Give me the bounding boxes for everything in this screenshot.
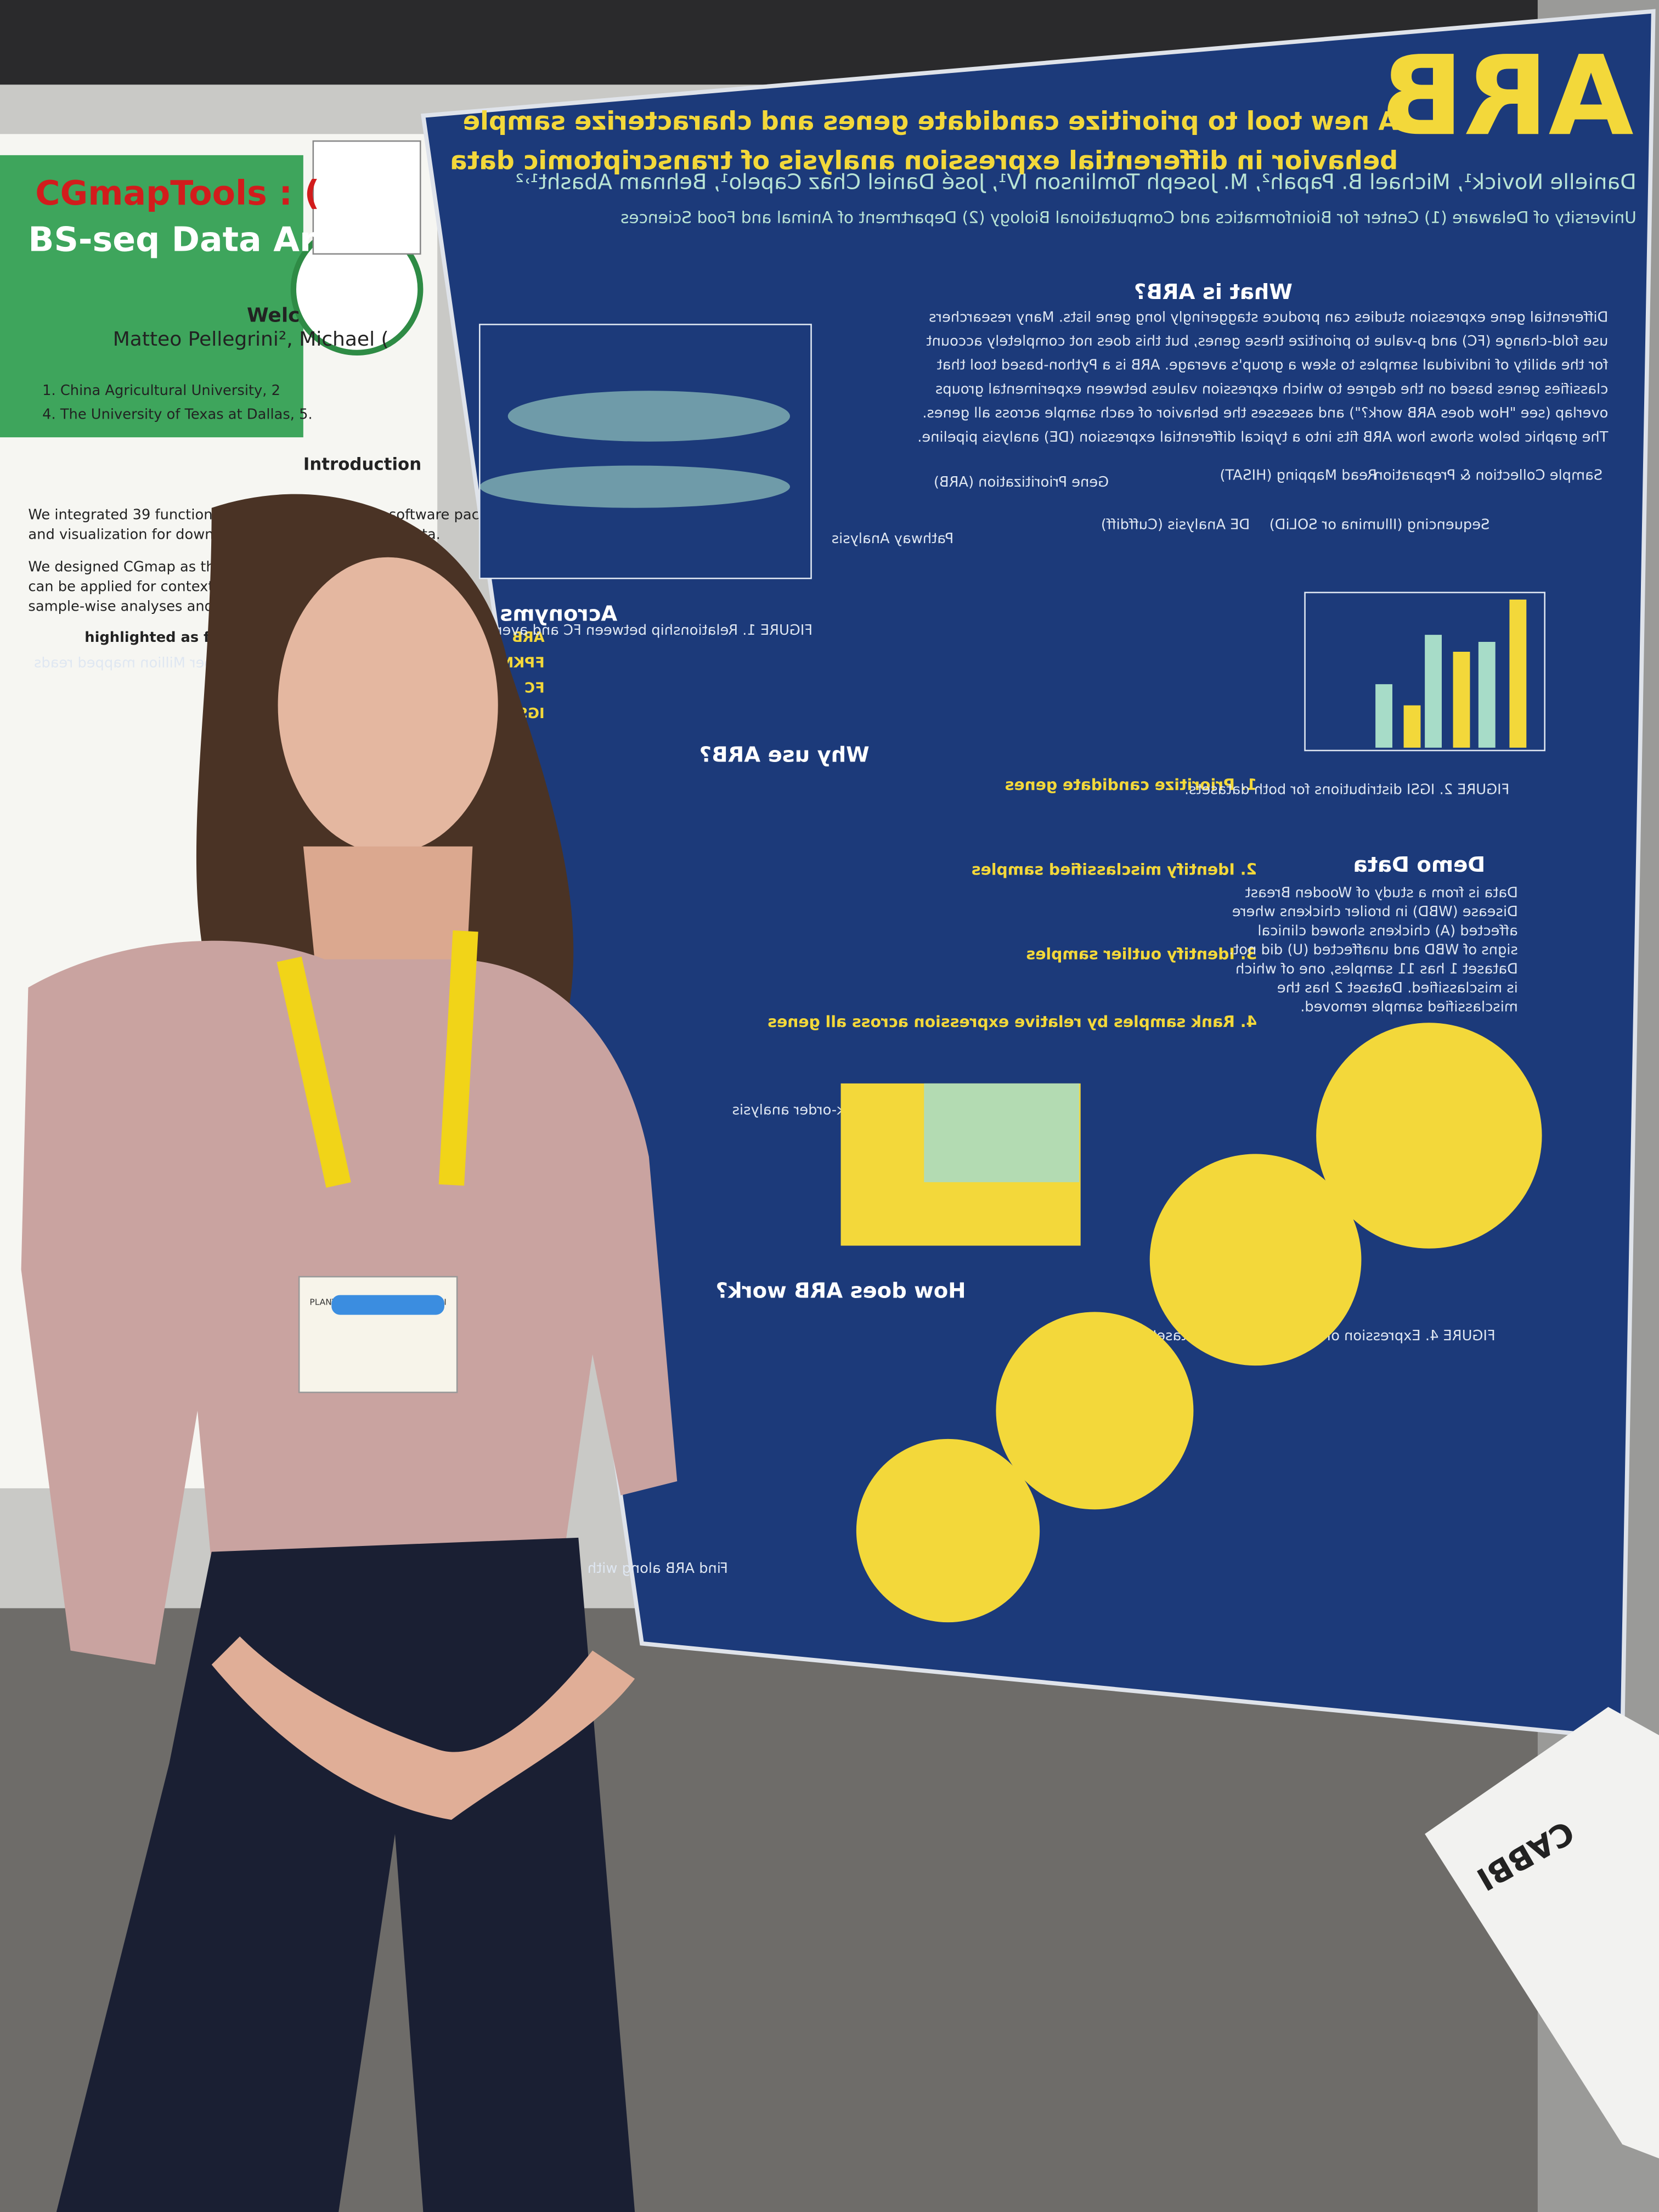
left-affiliation: 4. The University of Texas at Dallas, 5. <box>42 407 312 423</box>
section-heading: Acronyms <box>500 601 617 626</box>
gene-plot-b <box>1149 1154 1362 1366</box>
poster-affiliation: University of Delaware (1) Center for Bi… <box>620 208 1637 227</box>
scatter-cloud <box>507 391 790 442</box>
why-item: 4. Rank samples by relative expression a… <box>768 1013 1257 1031</box>
flyer <box>1425 1707 1659 2159</box>
pipeline-step: Sample Collection & Preparation <box>1374 467 1603 483</box>
pipeline-step: Sequencing (Illumina or SOLiD) <box>1269 516 1490 533</box>
why-item: 2. Identify misclassified samples <box>972 860 1257 878</box>
acronym: FC <box>524 680 544 697</box>
poster-title: A new tool to prioritize candidate genes… <box>463 106 1398 136</box>
person: PLANT & ANIMAL GENOME XXVII <box>21 494 678 2212</box>
section-heading: What is ARB? <box>1134 280 1293 304</box>
scatter-plot <box>479 324 812 579</box>
gene-plot-d <box>856 1438 1040 1623</box>
paragraph-line: The graphic below shows how ARB fits int… <box>917 429 1609 445</box>
bar <box>1425 635 1442 748</box>
paragraph-line: classifies genes based on the degree to … <box>935 381 1608 397</box>
paragraph-line: affected (A) chickens showed clinical <box>1257 923 1518 939</box>
pants <box>56 1537 635 2212</box>
face <box>278 557 498 854</box>
section-heading: How does ARB work? <box>716 1279 966 1304</box>
paragraph-line: use fold-change (FC) and p-value to prio… <box>926 333 1608 349</box>
badge-name <box>331 1295 444 1315</box>
left-affiliation: 1. China Agricultural University, 2 <box>42 382 280 399</box>
left-welcome: Welc <box>247 304 300 326</box>
hands <box>211 1636 635 1820</box>
bar-chart <box>1304 591 1545 752</box>
figure-graphics <box>479 324 1545 1623</box>
acronym: ARB <box>512 629 544 646</box>
scatter-cloud <box>479 465 790 508</box>
poster-authors: Danielle Novick¹, Michael B. Papah², M. … <box>515 170 1637 195</box>
bar <box>1403 705 1421 748</box>
paragraph-line: Data is from a study of Wooden Breast <box>1245 884 1518 901</box>
gene-plot-c <box>996 1312 1194 1510</box>
paragraph-line: signs of WBD and unaffected (U) did not. <box>1229 942 1518 958</box>
poster-acronym: ARB <box>1380 32 1634 160</box>
why-item: 1. Prioritize candidate genes <box>1005 776 1257 794</box>
gene-plot-a <box>1316 1023 1542 1249</box>
badge <box>298 1276 458 1393</box>
bar <box>1375 684 1392 748</box>
pipeline-step: Gene Prioritization (ARB) <box>934 474 1109 490</box>
poster-link: Find ARB along with <box>588 1560 728 1577</box>
left-section: Introduction <box>303 454 421 474</box>
paragraph-line: Differential gene expression studies can… <box>929 309 1608 325</box>
paragraph-line: overlap (see "How does ARB work?") and a… <box>922 405 1608 421</box>
pipeline-step: Read Mapping (HISAT) <box>1220 467 1376 483</box>
bar <box>1478 642 1496 748</box>
section-heading: Why use ARB? <box>699 743 870 768</box>
left-authors: Matteo Pellegrini², Michael ( <box>113 328 389 351</box>
paragraph-line: misclassified sample removed. <box>1300 999 1518 1015</box>
neck <box>303 846 473 988</box>
bar <box>1453 652 1470 748</box>
lanyard <box>276 930 478 1188</box>
left-poster-header <box>0 155 303 438</box>
tag <box>312 140 421 255</box>
paragraph-line: Dataset 1 has 11 samples, one of which <box>1235 961 1518 977</box>
poster-title: behavior in differential expression anal… <box>450 146 1398 176</box>
section-heading: Demo Data <box>1353 853 1485 877</box>
figure-caption: FIGURE 2. IGSI distributions for both da… <box>1184 782 1510 798</box>
pipeline-step: DE Analysis (Cuffdiff) <box>1101 516 1250 533</box>
left-title: CGmapTools : ( <box>35 173 319 213</box>
bar <box>1509 599 1527 748</box>
pipeline-step: Pathway Analysis <box>832 531 954 547</box>
heatmap <box>924 1083 1080 1182</box>
why-item: 3. Identify outlier samples <box>1026 945 1257 963</box>
left-subtitle: BS-seq Data An <box>28 220 323 259</box>
paragraph-line: is misclassified. Dataset 2 has the <box>1277 980 1518 996</box>
paragraph-line: Disease (WBD) in broiler chickens where <box>1232 904 1518 920</box>
paragraph-line: for the ability of individual samples to… <box>937 357 1609 374</box>
